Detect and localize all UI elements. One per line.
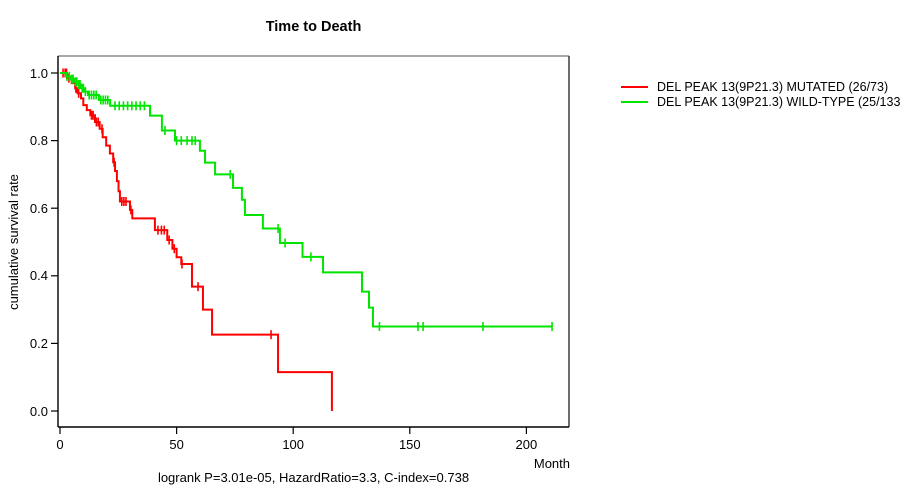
legend-line-wild-type	[621, 100, 648, 103]
censor-marks-wild-type	[66, 71, 553, 331]
legend-item-wild-type: DEL PEAK 13(9P21.3) WILD-TYPE (25/133)	[621, 94, 900, 109]
y-tick-label: 0.4	[29, 268, 48, 284]
x-tick-label: 150	[398, 437, 421, 452]
x-axis-title: Month	[533, 456, 570, 471]
y-tick-label: 0.2	[29, 335, 48, 351]
legend-line-mutated	[621, 85, 648, 88]
y-tick-label: 1.0	[29, 65, 48, 81]
legend-label: DEL PEAK 13(9P21.3) WILD-TYPE (25/133)	[657, 94, 900, 109]
y-tick-label: 0.8	[29, 133, 48, 149]
survival-curve-mutated	[60, 72, 333, 411]
legend: DEL PEAK 13(9P21.3) MUTATED (26/73) DEL P…	[621, 79, 900, 109]
chart-title: Time to Death	[265, 19, 362, 35]
legend-label: DEL PEAK 13(9P21.3) MUTATED (26/73)	[657, 79, 889, 94]
censor-marks-mutated	[62, 68, 272, 340]
legend-item-mutated: DEL PEAK 13(9P21.3) MUTATED (26/73)	[621, 79, 900, 94]
stats-footnote: logrank P=3.01e-05, HazardRatio=3.3, C-i…	[157, 470, 470, 485]
y-tick-label: 0.6	[29, 200, 48, 216]
survival-curve-wild-type	[60, 72, 553, 328]
x-tick-label: 100	[282, 437, 305, 452]
y-tick-label: 0.0	[29, 403, 48, 419]
x-tick-label: 0	[56, 437, 64, 452]
x-tick-label: 200	[515, 437, 538, 452]
x-tick-label: 50	[169, 437, 184, 452]
